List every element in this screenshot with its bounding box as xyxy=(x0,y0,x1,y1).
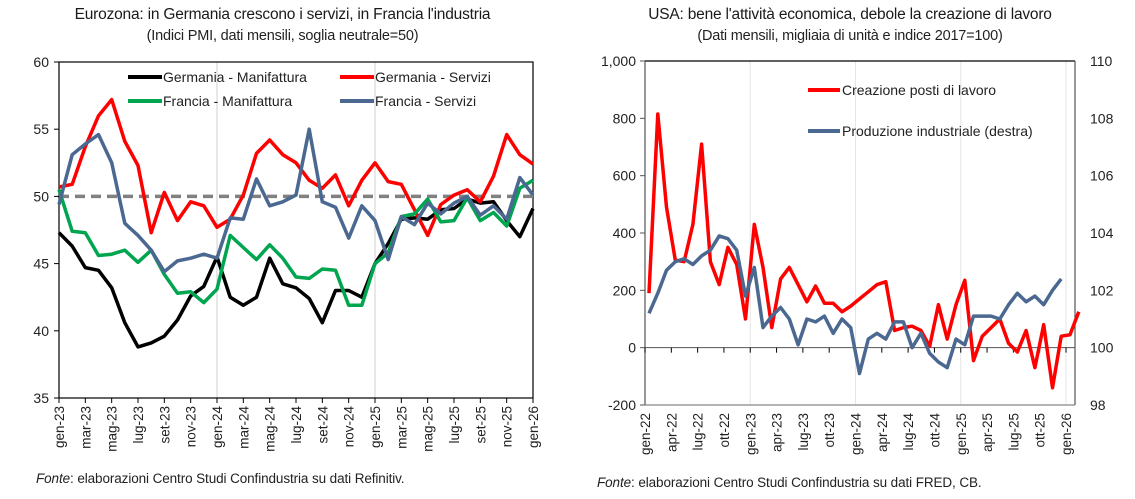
series-line-produzione-industriale-destra xyxy=(647,234,1063,376)
left-y-tick-label: 800 xyxy=(613,110,637,126)
x-tick-label: lug-23 xyxy=(131,406,146,444)
series-line-germania-manifattura xyxy=(57,197,535,349)
x-tick-label: lug-25 xyxy=(1006,413,1021,451)
right-y-tick-label: 104 xyxy=(1090,225,1114,241)
y-tick-label: 45 xyxy=(33,256,49,272)
x-tick-label: mag-25 xyxy=(421,406,436,452)
x-tick-label: gen-26 xyxy=(1059,413,1074,455)
right-chart-title: USA: bene l'attività economica, debole l… xyxy=(648,6,1052,23)
right-chart-panel: USA: bene l'attività economica, debole l… xyxy=(565,0,1135,499)
x-tick-label: gen-23 xyxy=(52,406,67,448)
source-label: Fonte xyxy=(36,471,71,486)
x-tick-label: lug-24 xyxy=(289,406,304,444)
x-tick-label: gen-25 xyxy=(368,406,383,448)
x-tick-label: nov-24 xyxy=(342,406,357,448)
x-tick-label: apr-22 xyxy=(664,413,679,452)
x-tick-label: set-23 xyxy=(157,406,172,444)
series-line-francia-manifattura xyxy=(57,178,534,308)
legend-label-germania-manifattura: Germania - Manifattura xyxy=(163,69,307,85)
series-line-germania-servizi xyxy=(58,97,535,238)
series-line-francia-servizi xyxy=(57,127,535,274)
left-y-tick-label: 400 xyxy=(613,225,637,241)
x-tick-label: ott-22 xyxy=(717,413,732,448)
x-tick-label: gen-23 xyxy=(743,413,758,455)
right-chart-svg: -200 0 200 400 600 800 1,000 98 100 102 104 106 108 1… xyxy=(601,53,1114,456)
x-tick-label: nov-23 xyxy=(184,406,199,447)
right-y-tick-label: 100 xyxy=(1090,340,1114,356)
left-chart-subtitle: (Indici PMI, dati mensili, soglia neutra… xyxy=(146,28,419,44)
left-chart-source: Fonte: elaborazioni Centro Studi Confind… xyxy=(36,471,405,486)
y-tick-label: 50 xyxy=(33,188,49,204)
x-tick-label: ott-23 xyxy=(822,413,837,448)
left-y-tick-label: 600 xyxy=(613,168,637,184)
x-tick-label: gen-24 xyxy=(210,406,225,449)
left-chart-panel: Eurozona: in Germania crescono i servizi… xyxy=(0,0,565,499)
source-label: Fonte xyxy=(597,475,632,490)
x-tick-label: mar-25 xyxy=(394,406,409,449)
x-tick-label: apr-25 xyxy=(980,413,995,452)
right-y-tick-label: 102 xyxy=(1090,282,1114,298)
x-tick-label: apr-23 xyxy=(770,413,785,452)
x-tick-label: mag-24 xyxy=(263,406,278,452)
x-tick-label: gen-24 xyxy=(849,413,864,456)
right-chart-source: Fonte: elaborazioni Centro Studi Confind… xyxy=(597,475,982,490)
left-y-tick-label: 1,000 xyxy=(601,53,636,69)
x-tick-label: gen-22 xyxy=(638,413,653,455)
x-tick-label: ott-24 xyxy=(927,413,942,448)
x-tick-label: apr-24 xyxy=(875,413,890,453)
right-y-tick-label: 98 xyxy=(1090,397,1106,413)
legend-label-creazione-posti-di-lavoro: Creazione posti di lavoro xyxy=(842,82,996,98)
left-y-tick-label: 200 xyxy=(613,282,637,298)
right-chart-subtitle: (Dati mensili, migliaia di unità e indic… xyxy=(697,28,1003,44)
right-y-tick-label: 106 xyxy=(1090,168,1114,184)
source-text: : elaborazioni Centro Studi Confindustri… xyxy=(70,471,405,486)
x-tick-label: nov-25 xyxy=(500,406,515,447)
x-tick-label: mar-23 xyxy=(78,406,93,449)
x-tick-label: lug-25 xyxy=(447,406,462,444)
right-y-tick-label: 108 xyxy=(1090,110,1114,126)
y-tick-label: 40 xyxy=(33,323,49,339)
legend-label-produzione-industriale-destra: Produzione industriale (destra) xyxy=(842,123,1033,139)
x-tick-label: mag-23 xyxy=(105,406,120,452)
x-tick-label: lug-23 xyxy=(796,413,811,451)
source-text: : elaborazioni Centro Studi Confindustri… xyxy=(631,475,982,490)
legend-label-germania-servizi: Germania - Servizi xyxy=(375,69,491,85)
x-tick-label: mar-24 xyxy=(236,406,251,449)
x-tick-label: gen-25 xyxy=(954,413,969,455)
series-line-creazione-posti-di-lavoro xyxy=(647,112,1081,390)
left-y-tick-label: -200 xyxy=(608,397,636,413)
y-tick-label: 60 xyxy=(33,54,49,70)
right-y-tick-label: 110 xyxy=(1090,53,1113,69)
y-tick-label: 55 xyxy=(33,121,49,137)
x-tick-label: set-24 xyxy=(315,406,330,444)
x-tick-label: set-25 xyxy=(473,406,488,444)
x-tick-label: lug-22 xyxy=(691,413,706,451)
x-tick-label: ott-25 xyxy=(1033,413,1048,448)
x-tick-label: lug-24 xyxy=(901,413,916,451)
left-chart-title: Eurozona: in Germania crescono i servizi… xyxy=(74,6,491,23)
y-tick-label: 35 xyxy=(33,390,49,406)
legend-label-francia-servizi: Francia - Servizi xyxy=(375,93,476,109)
left-chart-svg: 35 40 45 50 55 60 gen-23 mar-23 mag-23 lug-23 set-… xyxy=(33,54,541,452)
x-tick-label: gen-26 xyxy=(526,406,541,448)
left-y-tick-label: 0 xyxy=(628,340,636,356)
legend-label-francia-manifattura: Francia - Manifattura xyxy=(163,93,292,109)
